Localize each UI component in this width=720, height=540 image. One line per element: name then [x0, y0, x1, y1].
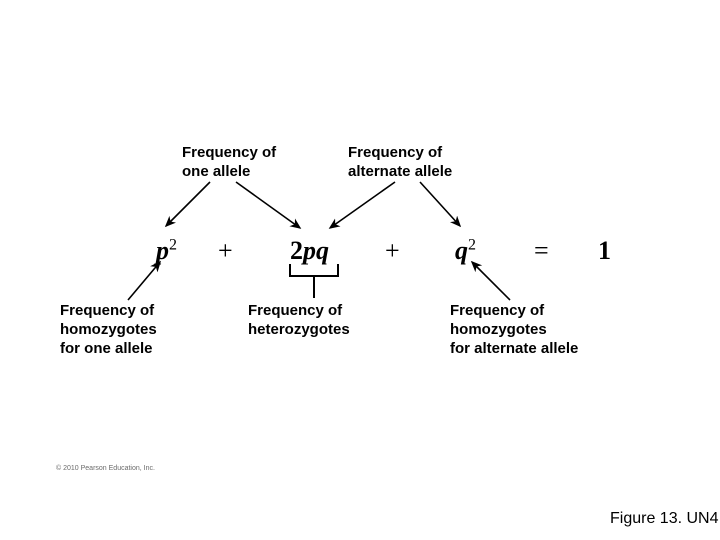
figure-label: Figure 13. UN4 — [610, 510, 719, 528]
hardy-weinberg-diagram: Frequency of one allele Frequency of alt… — [0, 0, 720, 540]
copyright-text: © 2010 Pearson Education, Inc. — [56, 465, 155, 472]
arrows-layer — [0, 0, 720, 540]
